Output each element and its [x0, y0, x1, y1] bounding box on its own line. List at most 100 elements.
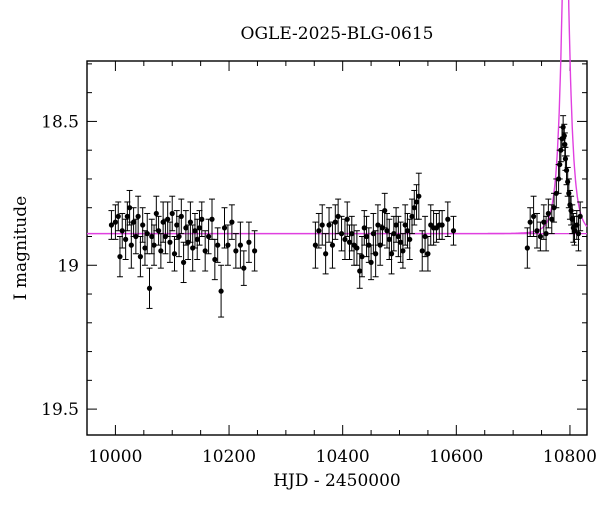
data-point: [115, 201, 122, 232]
point-marker: [233, 248, 239, 254]
data-point: [218, 264, 225, 318]
point-marker: [329, 242, 336, 248]
point-marker: [398, 239, 404, 245]
point-marker: [137, 254, 144, 260]
point-marker: [373, 251, 379, 257]
point-marker: [229, 219, 235, 225]
point-marker: [357, 268, 363, 274]
point-marker: [117, 254, 123, 260]
point-marker: [359, 254, 365, 260]
data-point: [372, 230, 379, 278]
point-marker: [416, 193, 422, 199]
data-point: [419, 230, 426, 272]
point-marker: [169, 210, 175, 217]
point-marker: [205, 233, 212, 240]
data-point: [153, 195, 160, 232]
x-tick-label: 10600: [429, 447, 483, 467]
point-marker: [183, 225, 189, 231]
point-marker: [445, 216, 451, 222]
point-marker: [115, 213, 121, 219]
data-point: [439, 210, 446, 240]
data-point: [196, 210, 203, 246]
point-marker: [575, 231, 582, 237]
y-tick-label: 18.5: [41, 112, 79, 132]
point-marker: [180, 259, 187, 265]
point-marker: [215, 242, 221, 248]
data-point: [315, 212, 322, 249]
point-marker: [349, 231, 355, 237]
point-marker: [130, 219, 137, 225]
point-marker: [563, 167, 570, 173]
x-tick-label: 10000: [88, 447, 142, 467]
data-point: [211, 238, 218, 281]
data-point: [232, 233, 239, 269]
point-marker: [439, 222, 445, 228]
point-marker: [361, 225, 367, 231]
point-marker: [395, 233, 401, 240]
point-marker: [202, 248, 208, 254]
data-point: [534, 212, 540, 249]
data-point: [228, 204, 235, 240]
point-marker: [561, 133, 567, 139]
point-marker: [212, 256, 218, 263]
point-marker: [237, 242, 244, 248]
data-point: [361, 210, 368, 246]
data-point: [577, 201, 584, 232]
data-point: [370, 212, 377, 255]
data-point: [166, 221, 173, 263]
data-point: [415, 172, 422, 220]
point-marker: [144, 231, 150, 237]
point-marker: [557, 161, 563, 168]
data-point: [171, 235, 178, 272]
point-marker: [577, 213, 583, 219]
data-point: [146, 267, 153, 309]
point-marker: [119, 228, 125, 234]
point-marker: [196, 225, 203, 231]
data-point: [322, 233, 329, 275]
data-point: [157, 233, 164, 269]
point-marker: [194, 236, 200, 242]
data-point: [335, 198, 342, 235]
point-marker: [112, 219, 119, 225]
data-point: [180, 241, 187, 284]
point-marker: [370, 231, 376, 237]
point-marker: [319, 222, 325, 228]
data-point: [444, 201, 451, 237]
point-marker: [332, 219, 338, 225]
point-marker: [192, 228, 198, 234]
point-marker: [323, 251, 329, 257]
point-marker: [171, 251, 178, 257]
data-point: [406, 218, 413, 261]
x-tick-label: 10200: [202, 447, 256, 467]
point-marker: [388, 251, 395, 257]
data-point: [173, 210, 180, 240]
point-marker: [541, 219, 547, 225]
point-marker: [402, 222, 408, 228]
data-point: [155, 215, 162, 246]
point-marker: [543, 231, 549, 237]
data-point: [135, 195, 142, 237]
data-point: [240, 250, 247, 286]
point-marker: [393, 222, 399, 228]
y-tick-label: 19.5: [41, 400, 79, 420]
point-marker: [386, 236, 392, 242]
point-marker: [562, 156, 569, 162]
point-marker: [413, 199, 420, 205]
x-tick-label: 10400: [316, 447, 370, 467]
data-point: [329, 221, 336, 269]
point-marker: [562, 141, 568, 148]
point-marker: [225, 242, 231, 248]
point-marker: [153, 210, 159, 217]
data-point: [543, 215, 550, 252]
point-marker: [252, 248, 258, 254]
data-point: [338, 215, 345, 252]
data-point: [251, 230, 258, 272]
plot-frame: [86, 60, 588, 436]
data-point: [112, 204, 119, 240]
point-marker: [165, 216, 171, 222]
x-tick-label: 10800: [543, 447, 597, 467]
point-marker: [407, 236, 413, 242]
point-marker: [409, 213, 415, 219]
point-marker: [176, 233, 182, 240]
point-marker: [209, 216, 215, 222]
